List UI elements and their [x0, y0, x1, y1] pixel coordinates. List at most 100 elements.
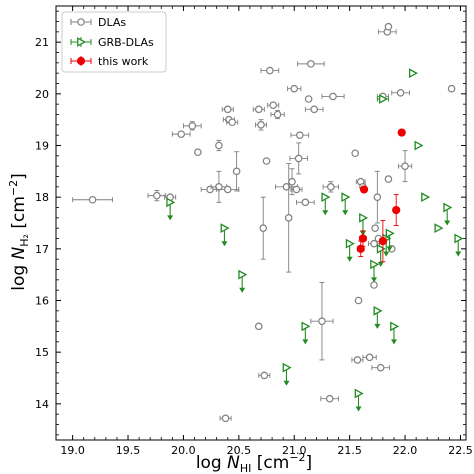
- upper-limit-arrow: [444, 220, 451, 226]
- x-tick-label: 20.0: [171, 444, 196, 457]
- upper-limit-arrow: [355, 406, 362, 412]
- data-point: [269, 101, 277, 110]
- upper-limit-arrow: [371, 277, 378, 283]
- data-point: [220, 223, 230, 234]
- y-tick-label: 18: [35, 191, 49, 204]
- data-point: [282, 362, 292, 373]
- data-point: [257, 121, 265, 129]
- upper-limit-arrow: [377, 261, 384, 267]
- data-point: [385, 228, 395, 239]
- upper-limit-arrow: [283, 380, 290, 386]
- data-point: [215, 141, 223, 150]
- data-point: [408, 68, 418, 79]
- data-point: [454, 233, 464, 244]
- upper-limit-arrow: [455, 251, 462, 257]
- data-point: [262, 157, 271, 165]
- data-point: [88, 195, 97, 204]
- data-point: [390, 321, 400, 332]
- upper-limit-arrow: [374, 323, 381, 329]
- y-tick-label: 19: [35, 140, 49, 153]
- legend-label-dlas: DLAs: [98, 16, 126, 29]
- x-tick-label: 19.5: [116, 444, 141, 457]
- data-point: [223, 105, 232, 114]
- data-point: [304, 95, 313, 103]
- data-point: [301, 321, 311, 332]
- data-point: [371, 224, 379, 232]
- legend-label-this-work: this work: [98, 55, 149, 68]
- upper-limit-arrow: [390, 339, 397, 345]
- upper-limit-arrow: [302, 339, 309, 345]
- data-point: [259, 224, 268, 232]
- data-point: [370, 281, 378, 289]
- data-point: [288, 177, 296, 186]
- legend-box: [61, 11, 167, 73]
- x-tick-label: 20.5: [227, 444, 252, 457]
- data-point: [358, 234, 368, 243]
- upper-limit-arrow: [167, 215, 174, 221]
- data-point: [397, 128, 406, 137]
- x-tick-label: 21.0: [282, 444, 307, 457]
- series-dlas: [72, 22, 456, 423]
- data-point: [354, 388, 364, 399]
- y-tick-label: 16: [35, 295, 49, 308]
- data-point: [370, 239, 378, 248]
- data-point: [321, 192, 331, 203]
- upper-limit-arrow: [346, 256, 353, 262]
- data-point: [166, 197, 176, 208]
- data-point: [370, 259, 380, 270]
- y-tick-label: 15: [35, 346, 49, 359]
- data-point: [228, 118, 236, 127]
- data-point: [238, 269, 248, 280]
- data-point: [378, 236, 387, 246]
- x-tick-label: 22.5: [448, 444, 473, 457]
- data-point: [396, 89, 405, 97]
- data-point: [376, 363, 385, 372]
- series-grb-dlas: [166, 68, 464, 412]
- data-point: [254, 105, 263, 114]
- series-this-work: [356, 128, 406, 263]
- data-point: [266, 66, 274, 75]
- data-point: [376, 243, 386, 254]
- data-point: [359, 185, 369, 194]
- data-point: [295, 131, 304, 139]
- data-point: [373, 193, 382, 201]
- upper-limit-arrow: [239, 287, 246, 293]
- x-tick-label: 21.5: [337, 444, 362, 457]
- data-point: [354, 296, 363, 305]
- upper-limit-arrow: [342, 210, 349, 216]
- data-point: [153, 191, 161, 200]
- data-point: [434, 223, 444, 234]
- data-point: [206, 185, 214, 194]
- data-point: [188, 122, 197, 130]
- data-point: [254, 322, 263, 331]
- data-point: [384, 22, 393, 31]
- data-point: [392, 205, 401, 215]
- data-point: [290, 84, 299, 93]
- data-point: [294, 154, 303, 163]
- data-point: [215, 183, 223, 191]
- data-point: [345, 238, 355, 249]
- upper-limit-arrow: [322, 210, 329, 216]
- data-point: [351, 149, 359, 158]
- data-point: [373, 305, 383, 316]
- data-point: [177, 130, 186, 138]
- data-point: [365, 353, 374, 362]
- y-tick-label: 20: [35, 88, 49, 101]
- data-point: [353, 356, 362, 364]
- legend-marker-grb-dlas: [77, 37, 87, 47]
- data-point: [284, 214, 293, 222]
- data-point: [232, 167, 241, 176]
- data-point: [221, 414, 230, 423]
- data-point: [194, 148, 202, 157]
- data-point: [282, 183, 291, 191]
- legend-label-grb-dlas: GRB-DLAs: [98, 36, 154, 49]
- data-point: [310, 105, 318, 114]
- data-point: [327, 183, 335, 191]
- x-tick-label: 19.0: [60, 444, 85, 457]
- data-point: [223, 185, 232, 194]
- data-point: [292, 185, 301, 194]
- y-tick-label: 21: [35, 36, 49, 49]
- data-point: [359, 212, 369, 223]
- data-point: [318, 317, 326, 325]
